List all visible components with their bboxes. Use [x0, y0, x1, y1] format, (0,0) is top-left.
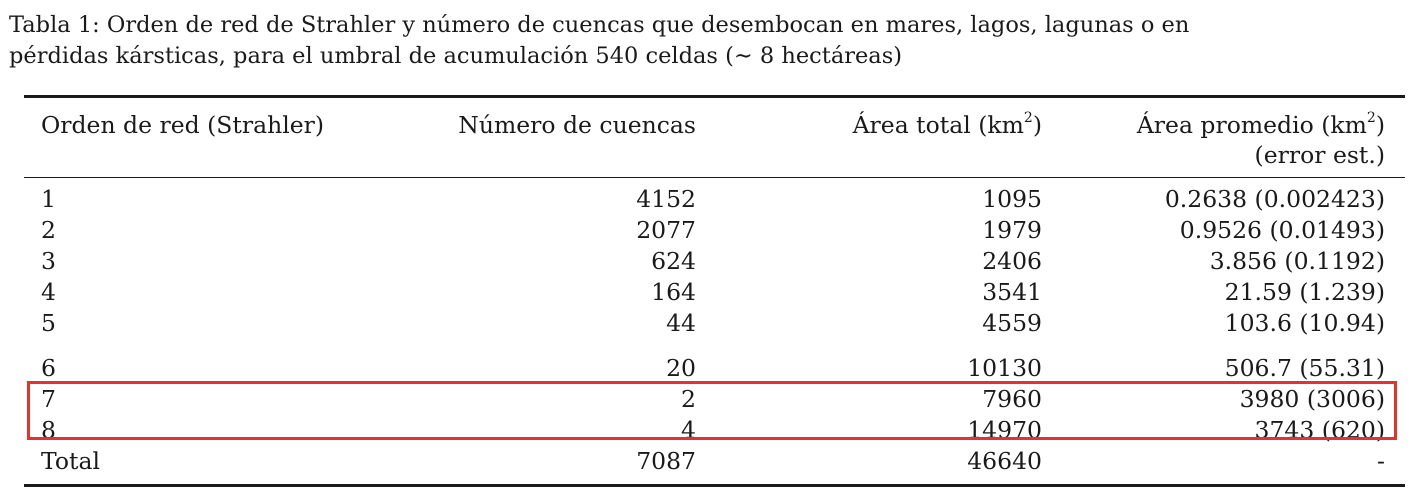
cell-area-total: 3541	[982, 278, 1042, 306]
cell-numero: 2	[681, 385, 696, 413]
cell-numero: 44	[666, 309, 696, 337]
cell-orden: 1	[41, 185, 56, 213]
table-top-rule	[24, 95, 1405, 98]
cell-area-total: 7960	[982, 385, 1042, 413]
caption-line-2: pérdidas kársticas, para el umbral de ac…	[9, 43, 903, 69]
table-header-rule	[24, 177, 1405, 178]
cell-area-total: 1095	[982, 185, 1042, 213]
highlight-box	[27, 381, 1397, 440]
cell-area-promedio: 3980 (3006)	[1239, 385, 1385, 413]
header-numero: Número de cuencas	[458, 111, 696, 139]
header-orden: Orden de red (Strahler)	[41, 111, 325, 139]
table-caption: Tabla 1: Orden de red de Strahler y núme…	[9, 10, 1413, 72]
cell-total-area: 46640	[967, 447, 1042, 475]
cell-orden: 3	[41, 247, 56, 275]
cell-numero: 2077	[636, 216, 696, 244]
cell-total-area-promedio: -	[1377, 447, 1385, 475]
cell-area-promedio: 103.6 (10.94)	[1224, 309, 1385, 337]
cell-numero: 624	[651, 247, 696, 275]
cell-numero: 4152	[636, 185, 696, 213]
cell-area-total: 2406	[982, 247, 1042, 275]
cell-numero: 20	[666, 354, 696, 382]
cell-orden: 6	[41, 354, 56, 382]
cell-total-label: Total	[41, 447, 100, 475]
cell-area-promedio: 3743 (620)	[1254, 416, 1385, 444]
cell-area-promedio: 506.7 (55.31)	[1224, 354, 1385, 382]
cell-numero: 4	[681, 416, 696, 444]
caption-line-1: Tabla 1: Orden de red de Strahler y núme…	[9, 12, 1190, 38]
cell-orden: 4	[41, 278, 56, 306]
header-area-total: Área total (km2)	[852, 110, 1042, 139]
header-area-promedio: Área promedio (km2)	[1136, 110, 1385, 139]
cell-area-promedio: 21.59 (1.239)	[1224, 278, 1385, 306]
cell-orden: 8	[41, 416, 56, 444]
cell-numero: 164	[651, 278, 696, 306]
cell-area-total: 1979	[982, 216, 1042, 244]
cell-orden: 5	[41, 309, 56, 337]
cell-area-promedio: 0.2638 (0.002423)	[1164, 185, 1385, 213]
cell-orden: 2	[41, 216, 56, 244]
cell-orden: 7	[41, 385, 56, 413]
cell-area-promedio: 0.9526 (0.01493)	[1179, 216, 1385, 244]
cell-area-total: 10130	[967, 354, 1042, 382]
cell-area-total: 14970	[967, 416, 1042, 444]
cell-total-numero: 7087	[636, 447, 696, 475]
cell-area-total: 4559	[982, 309, 1042, 337]
table-bottom-rule	[24, 484, 1405, 487]
header-area-promedio-sub: (error est.)	[1254, 141, 1385, 169]
cell-area-promedio: 3.856 (0.1192)	[1209, 247, 1385, 275]
